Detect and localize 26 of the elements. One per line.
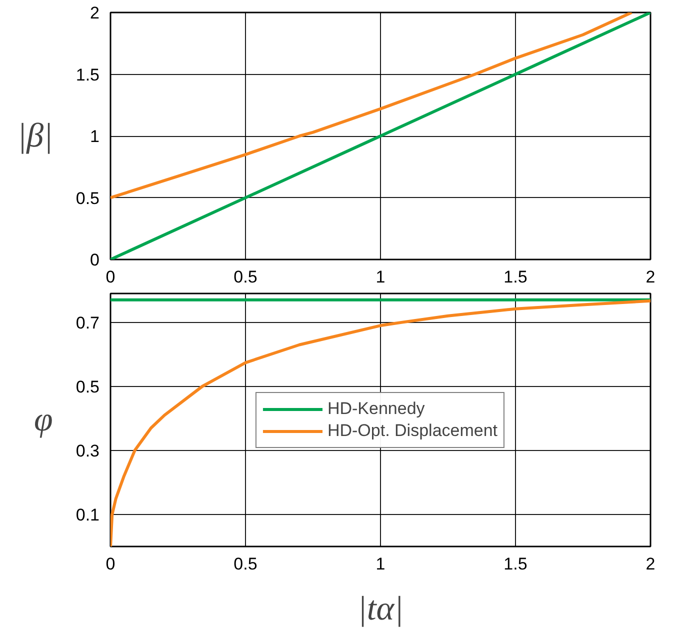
y-axis-title: |β| <box>17 118 53 154</box>
x-tick-label: 1 <box>376 554 386 574</box>
x-axis-title: |tα| <box>358 590 404 628</box>
y-axis-title: φ <box>34 402 53 438</box>
x-tick-label: 0.5 <box>234 554 258 574</box>
y-tick-label: 0 <box>90 250 100 270</box>
y-tick-label: 0.1 <box>76 505 100 524</box>
x-tick-label: 0 <box>106 554 116 574</box>
legend-label: HD-Opt. Displacement <box>327 420 498 440</box>
x-tick-label: 1.5 <box>504 554 528 574</box>
x-tick-label: 1 <box>376 268 386 286</box>
y-tick-label: 1 <box>90 127 100 146</box>
x-tick-label: 2 <box>646 268 656 286</box>
legend-label: HD-Kennedy <box>327 398 425 418</box>
y-tick-label: 2 <box>90 4 100 22</box>
x-tick-label: 1.5 <box>504 268 528 286</box>
y-tick-label: 0.5 <box>76 377 100 396</box>
line-series <box>110 299 650 546</box>
x-tick-label: 2 <box>646 554 656 574</box>
x-tick-label: 0.5 <box>234 268 258 286</box>
y-tick-label: 0.7 <box>76 313 100 332</box>
x-tick-label: 0 <box>106 268 116 286</box>
y-tick-label: 1.5 <box>76 65 100 84</box>
line-series <box>110 12 634 200</box>
y-tick-label: 0.3 <box>76 441 100 460</box>
y-tick-label: 0.5 <box>76 188 100 208</box>
